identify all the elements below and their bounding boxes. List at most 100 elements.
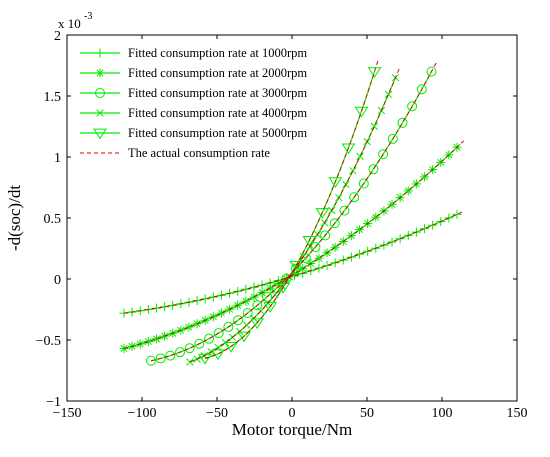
x-tick-label: 150 — [507, 406, 528, 421]
circle-marker — [233, 315, 244, 326]
y-tick-label: 1 — [54, 151, 61, 166]
plus-marker — [160, 302, 170, 312]
star-marker — [420, 172, 430, 182]
y-tick-label: 0.5 — [44, 212, 62, 227]
circle-marker — [339, 205, 350, 216]
triangle-down-marker — [341, 143, 356, 155]
y-tick-label: 1.5 — [44, 90, 62, 105]
plus-marker — [428, 220, 438, 230]
legend-label: Fitted consumption rate at 5000rpm — [128, 126, 307, 140]
plus-marker — [314, 263, 324, 273]
triangle-down-marker — [224, 341, 238, 353]
legend-entry: Fitted consumption rate at 3000rpm — [80, 86, 307, 100]
x-tick-label: −150 — [53, 406, 82, 421]
plus-marker — [192, 296, 202, 306]
triangle-down-marker — [198, 353, 212, 365]
circle-marker — [310, 242, 321, 253]
circle-marker — [184, 343, 195, 354]
triangle-down-marker — [354, 106, 369, 118]
legend-entry: Fitted consumption rate at 2000rpm — [80, 66, 307, 80]
actual-line-2 — [123, 140, 465, 350]
star-marker — [387, 199, 397, 209]
plus-marker — [208, 292, 218, 302]
circle-marker — [329, 218, 340, 229]
x-axis-label: Motor torque/Nm — [232, 420, 352, 439]
plus-marker — [200, 294, 210, 304]
plus-marker — [363, 246, 373, 256]
plus-marker — [249, 282, 259, 292]
legend-entry: Fitted consumption rate at 1000rpm — [80, 46, 307, 60]
circle-marker — [291, 263, 302, 274]
triangle-down-marker — [276, 283, 291, 294]
plus-marker — [387, 237, 397, 247]
circle-marker — [349, 192, 360, 203]
circle-marker — [358, 178, 369, 189]
star-marker — [403, 186, 413, 196]
legend-label: Fitted consumption rate at 1000rpm — [128, 46, 307, 60]
x-tick-label: −100 — [128, 406, 157, 421]
star-marker — [314, 253, 324, 263]
legend-label: The actual consumption rate — [128, 146, 270, 160]
x-marker — [349, 166, 357, 175]
star-marker — [143, 337, 153, 347]
star-marker — [330, 242, 340, 252]
plus-marker — [420, 224, 430, 234]
triangle-down-marker — [289, 260, 304, 272]
circle-marker — [204, 333, 215, 344]
circle-marker — [223, 321, 234, 332]
y-tick-label: −1 — [46, 395, 61, 410]
circle-marker — [252, 300, 263, 311]
circle-marker — [194, 338, 205, 349]
axis-ticks: −150 −100 −50 0 50 100 150 −1 −0.5 0 0.5 1 1.5 2 — [36, 29, 528, 421]
circle-marker — [165, 350, 176, 361]
actual-line-1 — [123, 210, 464, 314]
series-group — [119, 60, 465, 366]
y-tick-label: 2 — [54, 29, 61, 44]
legend: Fitted consumption rate at 1000rpm Fitted… — [80, 46, 307, 160]
triangle-down-marker — [302, 235, 317, 247]
circle-marker — [387, 133, 398, 144]
star-marker — [265, 283, 275, 293]
plus-marker — [395, 234, 405, 244]
circle-marker — [378, 149, 389, 160]
triangle-down-marker — [367, 67, 382, 78]
circle-marker — [146, 355, 156, 366]
y-multiplier-label: x 10 — [58, 16, 81, 31]
plus-marker — [355, 249, 365, 259]
legend-entry: Fitted consumption rate at 4000rpm — [80, 106, 307, 120]
star-marker — [444, 150, 454, 160]
star-marker — [216, 308, 226, 318]
triangle-down-marker — [93, 128, 107, 140]
legend-label: Fitted consumption rate at 4000rpm — [128, 106, 307, 120]
circle-marker — [242, 308, 253, 319]
legend-label: Fitted consumption rate at 3000rpm — [128, 86, 307, 100]
circle-marker — [175, 347, 186, 358]
circle-marker — [155, 353, 166, 364]
star-marker — [371, 212, 381, 222]
star-marker — [241, 296, 251, 306]
circle-marker — [416, 84, 427, 95]
star-marker — [95, 68, 105, 78]
x-tick-label: 0 — [289, 406, 296, 421]
triangle-down-marker — [328, 177, 343, 188]
x-tick-label: 100 — [432, 406, 453, 421]
circle-marker — [368, 164, 379, 175]
x-marker — [384, 90, 393, 99]
legend-entry: Fitted consumption rate at 5000rpm — [80, 126, 307, 140]
x-marker — [356, 152, 364, 161]
legend-label: Fitted consumption rate at 2000rpm — [128, 66, 307, 80]
star-marker — [184, 322, 194, 332]
y-tick-label: 0 — [54, 273, 61, 288]
plus-marker — [452, 209, 462, 219]
x-marker — [370, 122, 378, 131]
circle-marker — [95, 88, 105, 98]
y-axis-label: -d(soc)/dt — [5, 185, 24, 251]
circle-marker — [213, 328, 224, 339]
x-tick-label: 50 — [360, 406, 374, 421]
star-marker — [436, 157, 446, 167]
star-marker — [355, 225, 365, 235]
x-tick-label: −50 — [206, 406, 228, 421]
legend-entry: The actual consumption rate — [80, 146, 270, 160]
